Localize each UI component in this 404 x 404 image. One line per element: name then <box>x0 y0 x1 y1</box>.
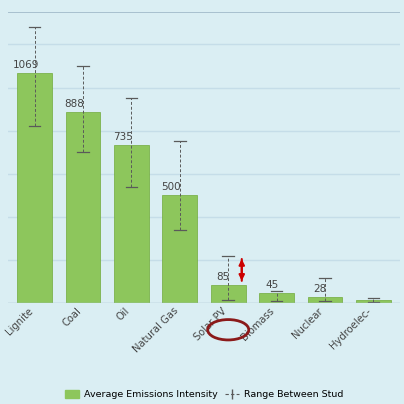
Bar <box>307 297 342 303</box>
Bar <box>356 300 391 303</box>
Text: 888: 888 <box>64 99 84 109</box>
Text: 735: 735 <box>113 132 133 142</box>
Text: 1069: 1069 <box>13 60 39 69</box>
Bar <box>66 112 101 303</box>
Legend: Average Emissions Intensity, Range Between Stud: Average Emissions Intensity, Range Betwe… <box>61 386 347 403</box>
Bar <box>162 195 197 303</box>
Bar <box>17 73 52 303</box>
Text: 28: 28 <box>314 284 327 294</box>
Bar <box>259 293 294 303</box>
Bar <box>211 285 246 303</box>
Bar <box>114 145 149 303</box>
Text: 85: 85 <box>217 271 230 282</box>
Text: 500: 500 <box>161 182 181 192</box>
Text: 45: 45 <box>265 280 278 290</box>
